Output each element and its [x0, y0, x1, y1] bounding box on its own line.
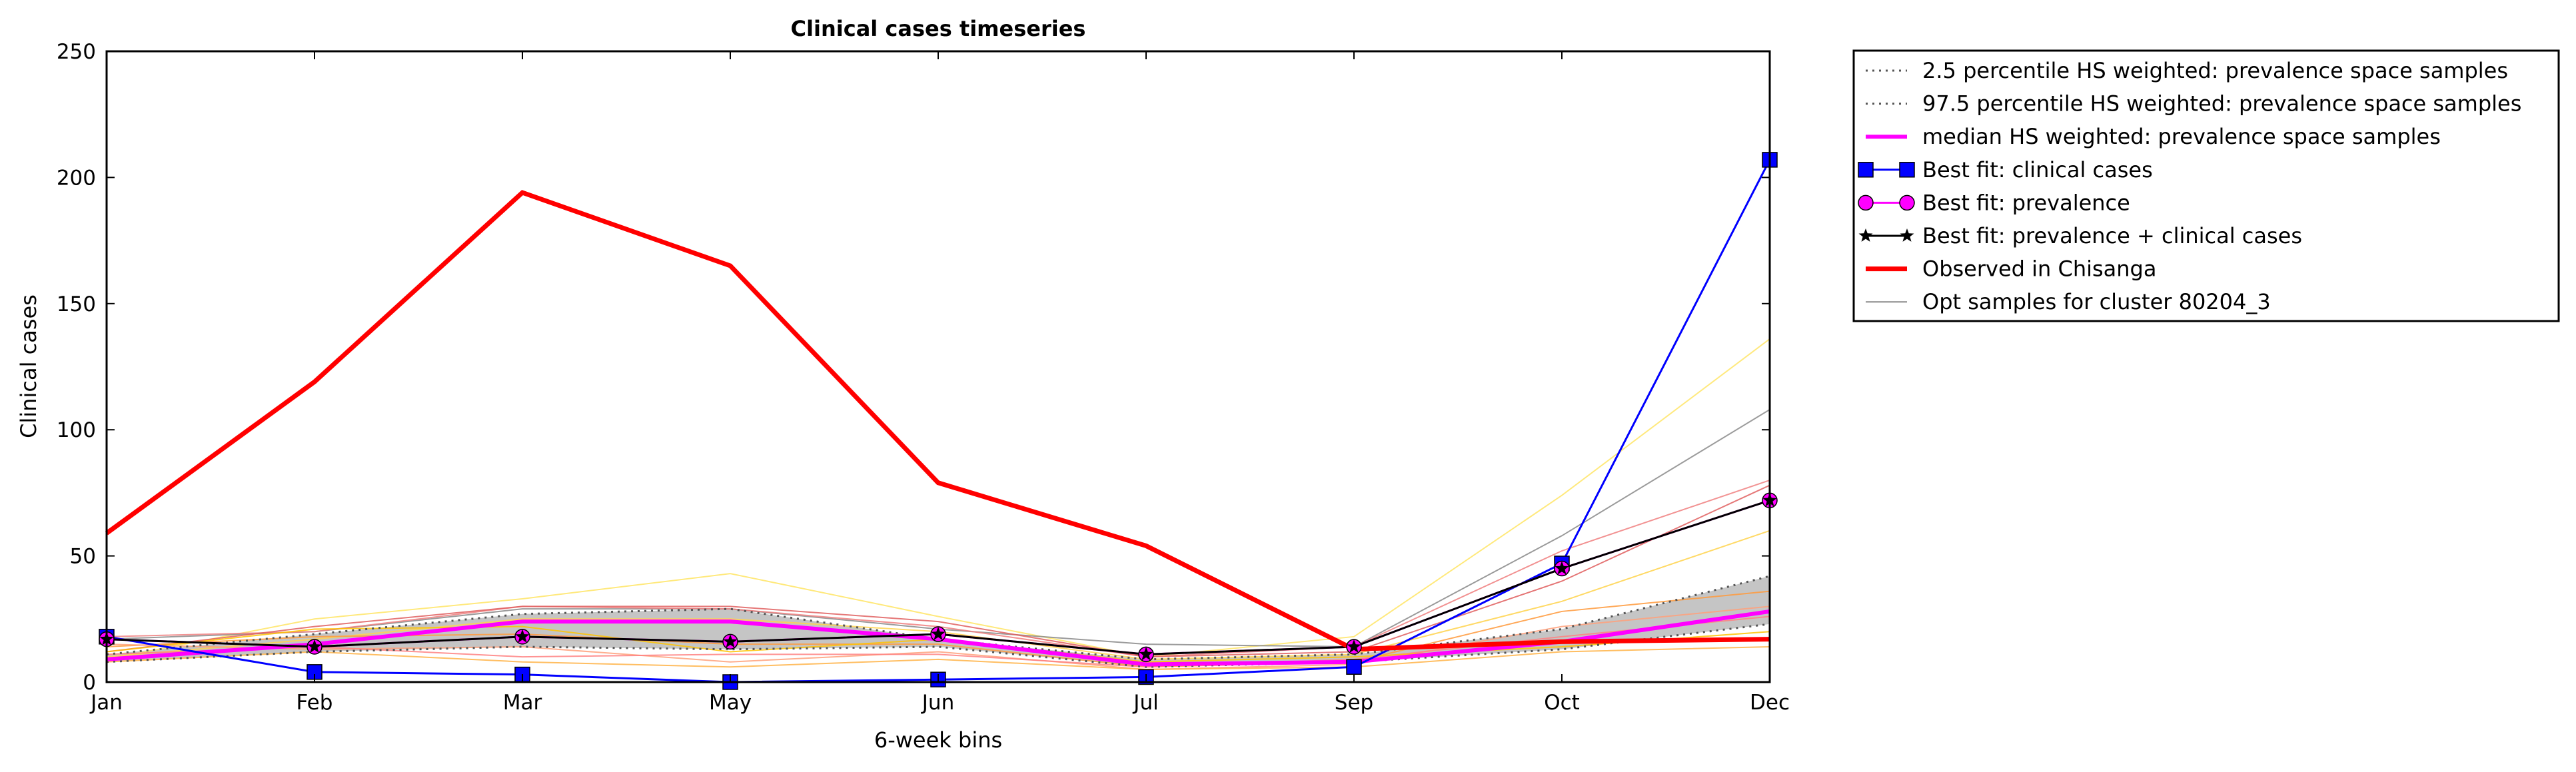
opt-sample-line-2 [106, 409, 1770, 647]
observed-line [105, 190, 1770, 652]
opt-sample-line-7 [106, 605, 1770, 671]
y-tick-label: 250 [57, 40, 96, 64]
plot-frame [105, 50, 1771, 683]
x-tick-label: Feb [297, 691, 333, 715]
legend-handle-best-fit-combined-marker [1858, 228, 1873, 242]
opt-sample-line-4 [106, 484, 1770, 658]
x-tick-label: Sep [1335, 691, 1373, 715]
combined-point [1139, 647, 1153, 661]
x-tick-label: Dec [1750, 691, 1790, 715]
y-axis: 0 50 100 150 200 250 [57, 40, 1770, 695]
legend-label: Opt samples for cluster 80204_3 [1922, 289, 2271, 314]
y-tick-label: 50 [70, 545, 96, 569]
combined-point [931, 627, 946, 640]
legend-handle-best-fit-clinical-marker [1858, 162, 1874, 178]
clinical-point [1346, 659, 1362, 675]
x-tick-label: May [709, 691, 752, 715]
legend-label: median HS weighted: prevalence space sam… [1922, 124, 2441, 149]
legend-handle-best-fit-clinical-marker [1899, 162, 1915, 178]
combined-point [1347, 639, 1361, 653]
y-tick-label: 150 [57, 292, 96, 316]
y-axis-title: Clinical cases [16, 294, 41, 438]
y-tick-label: 0 [83, 671, 96, 695]
legend-handle-best-fit-combined-marker [1900, 228, 1914, 242]
opt-sample-line-10 [106, 645, 1770, 671]
x-axis-title: 6-week bins [874, 727, 1002, 753]
combined-point [1555, 561, 1569, 575]
opt-sample-line-1 [106, 338, 1770, 660]
legend-label: Best fit: prevalence + clinical cases [1922, 223, 2302, 248]
legend-label: Observed in Chisanga [1922, 256, 2156, 282]
combined-point [515, 629, 530, 643]
legend-handle-best-fit-prevalence-marker [1858, 194, 1874, 211]
legend-label: Best fit: prevalence [1922, 190, 2130, 215]
combined-point [723, 634, 738, 648]
x-tick-label: Oct [1544, 691, 1580, 715]
best-fit-clinical-line [106, 159, 1771, 683]
legend-label: Best fit: clinical cases [1922, 157, 2153, 183]
x-tick-label: Jun [921, 691, 954, 715]
plot-area [99, 152, 1778, 690]
legend-box [1852, 49, 2560, 322]
x-tick-label: Jan [89, 691, 123, 715]
legend-handle-best-fit-prevalence-marker [1899, 194, 1915, 211]
x-tick-label: Mar [503, 691, 542, 715]
y-tick-label: 200 [57, 166, 96, 190]
x-axis: Jan Feb Mar May Jun Jul Sep Oct Dec [89, 51, 1790, 715]
legend: 2.5 percentile HS weighted: prevalence s… [1852, 49, 2560, 322]
opt-samples-layer [106, 338, 1770, 671]
percentile-2-5-line [106, 623, 1770, 668]
legend-label: 2.5 percentile HS weighted: prevalence s… [1922, 58, 2508, 83]
series-layer [105, 159, 1771, 683]
markers-layer [99, 152, 1778, 690]
legend-label: 97.5 percentile HS weighted: prevalence … [1922, 91, 2521, 117]
chart-title: Clinical cases timeseries [791, 16, 1086, 41]
x-tick-label: Jul [1132, 691, 1158, 715]
combined-point [307, 639, 322, 653]
y-tick-label: 100 [57, 418, 96, 442]
